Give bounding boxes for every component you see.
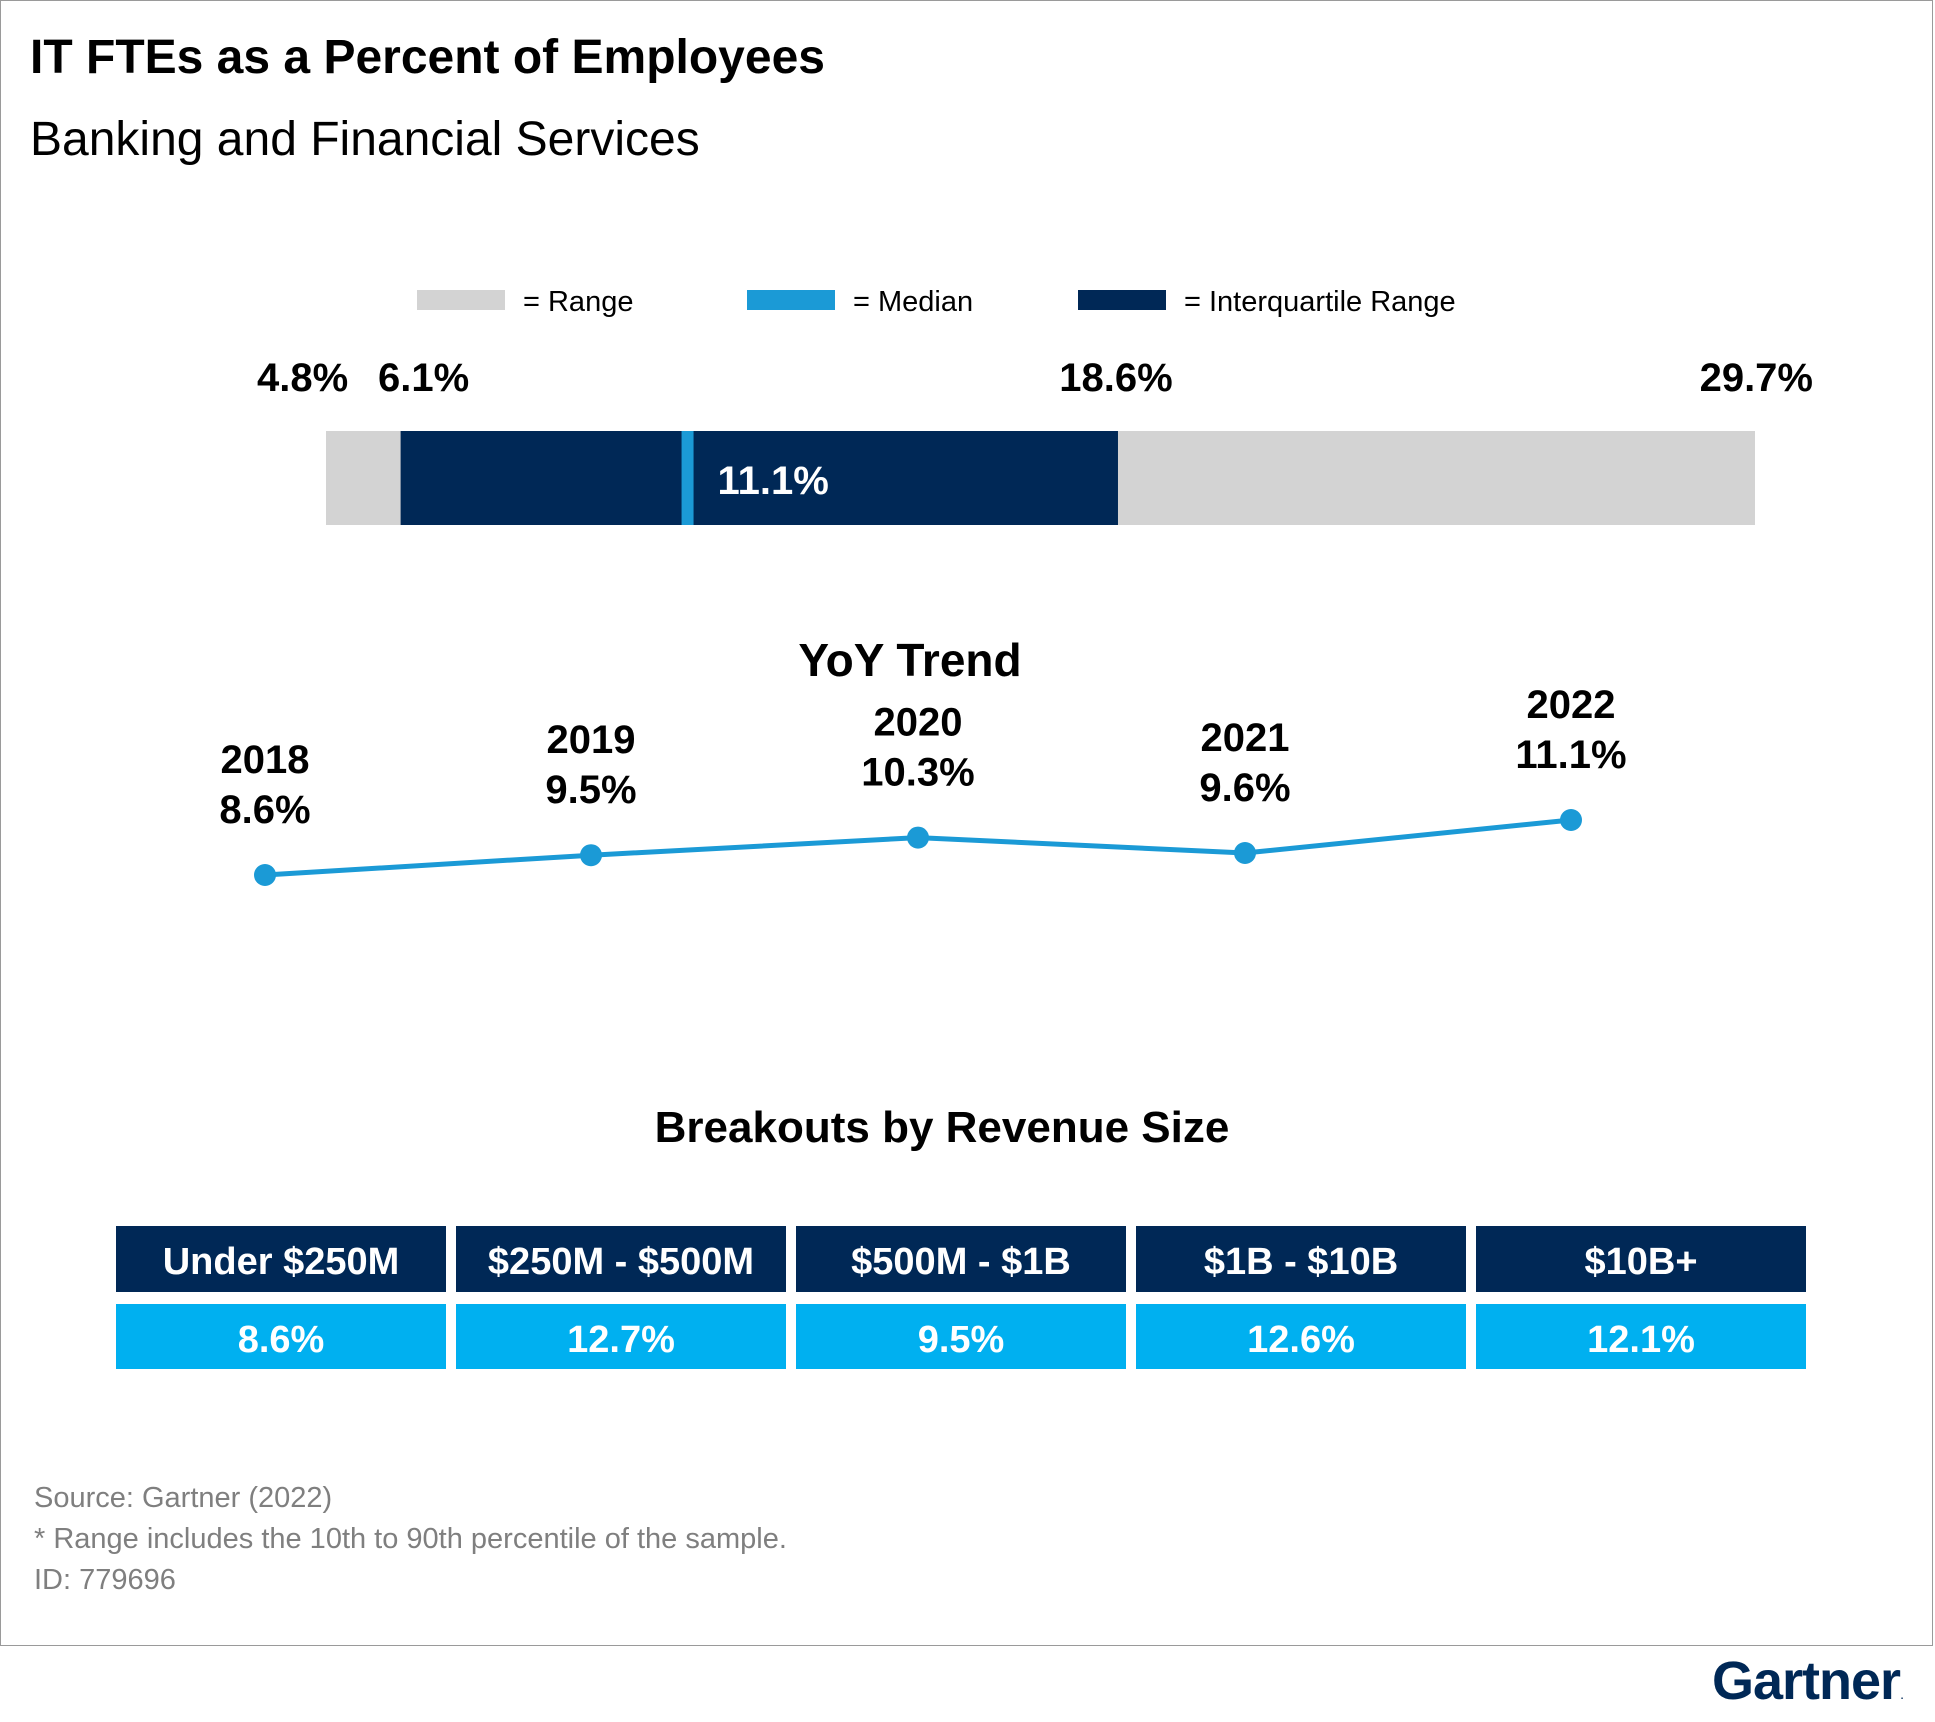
- legend-label-3: = Interquartile Range: [1184, 286, 1456, 318]
- breakouts-title: Breakouts by Revenue Size: [655, 1103, 1230, 1152]
- trend-year-label-2019: 2019: [547, 718, 636, 762]
- trend-point-2018: [254, 864, 276, 886]
- breakout-cell-1: [116, 1304, 446, 1369]
- breakout-cell-4: [1136, 1304, 1466, 1369]
- chart-frame: [0, 0, 1933, 1646]
- breakout-header-4: [1136, 1226, 1466, 1292]
- breakout-cell-2: [456, 1304, 786, 1369]
- legend-label-1: = Range: [523, 286, 633, 318]
- page-title: IT FTEs as a Percent of Employees: [30, 31, 825, 84]
- trend-point-2021: [1234, 842, 1256, 864]
- legend-label-2: = Median: [853, 286, 973, 318]
- breakout-value-3: 9.5%: [918, 1319, 1005, 1361]
- q1-label: 6.1%: [378, 356, 469, 400]
- breakout-value-4: 12.6%: [1247, 1319, 1355, 1361]
- breakout-header-3: [796, 1226, 1126, 1292]
- breakout-cell-3: [796, 1304, 1126, 1369]
- range-max-label: 29.7%: [1700, 356, 1813, 400]
- breakout-header-5: [1476, 1226, 1806, 1292]
- legend-swatch-3: [1078, 290, 1166, 310]
- breakout-value-5: 12.1%: [1587, 1319, 1695, 1361]
- breakout-value-1: 8.6%: [238, 1319, 325, 1361]
- breakout-header-2: [456, 1226, 786, 1292]
- range-footnote: * Range includes the 10th to 90th percen…: [34, 1523, 787, 1555]
- legend-swatch-1: [417, 290, 505, 310]
- gartner-logo: Gartner.: [1712, 1650, 1904, 1712]
- breakout-value-2: 12.7%: [567, 1319, 675, 1361]
- page-subtitle: Banking and Financial Services: [30, 113, 700, 166]
- source-note: Source: Gartner (2022): [34, 1482, 333, 1514]
- trend-year-label-2022: 2022: [1527, 683, 1616, 727]
- median-marker: [681, 431, 694, 525]
- chart-id: ID: 779696: [34, 1564, 176, 1596]
- trend-title: YoY Trend: [798, 634, 1021, 686]
- trend-value-label-2021: 9.6%: [1199, 766, 1290, 810]
- trend-value-label-2020: 10.3%: [861, 751, 974, 795]
- breakout-header-label-5: $10B+: [1584, 1241, 1697, 1283]
- breakout-header-1: [116, 1226, 446, 1292]
- trend-point-2019: [580, 844, 602, 867]
- breakout-cell-5: [1476, 1304, 1806, 1369]
- range-min-label: 4.8%: [257, 356, 348, 400]
- trend-year-label-2018: 2018: [221, 738, 310, 782]
- trend-point-2022: [1560, 809, 1582, 831]
- breakout-header-label-3: $500M - $1B: [851, 1241, 1071, 1283]
- trend-year-label-2021: 2021: [1201, 716, 1290, 760]
- breakout-header-label-4: $1B - $10B: [1204, 1241, 1398, 1283]
- legend-swatch-2: [747, 290, 835, 310]
- median-label: 11.1%: [718, 459, 829, 503]
- breakout-header-label-1: Under $250M: [163, 1241, 400, 1283]
- logo-trademark: .: [1900, 1686, 1904, 1702]
- trend-value-label-2022: 11.1%: [1515, 733, 1626, 777]
- footer: Source: Gartner (2022) * Range includes …: [34, 1478, 787, 1601]
- gartner-logo-text: Gartner: [1712, 1651, 1901, 1711]
- trend-point-2020: [907, 826, 929, 849]
- trend-value-label-2019: 9.5%: [545, 768, 636, 812]
- q3-label: 18.6%: [1059, 356, 1172, 400]
- trend-year-label-2020: 2020: [874, 701, 963, 745]
- interquartile-bar: [400, 431, 1118, 525]
- trend-value-label-2018: 8.6%: [219, 788, 310, 832]
- breakout-header-label-2: $250M - $500M: [488, 1241, 754, 1283]
